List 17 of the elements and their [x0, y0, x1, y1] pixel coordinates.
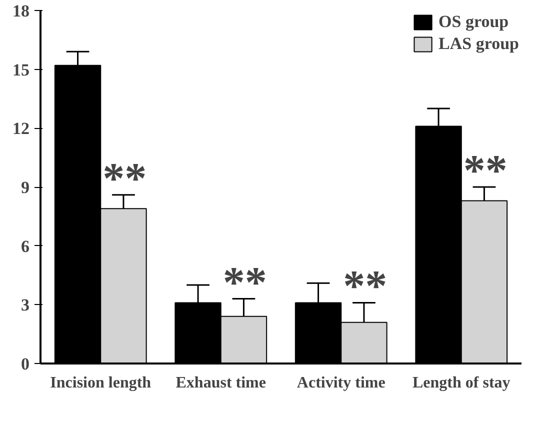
legend-label: OS group [438, 12, 509, 32]
y-tick-label: 12 [12, 119, 30, 138]
x-tick-label: Incision length [50, 374, 152, 392]
annotation: ** [222, 258, 267, 307]
y-tick-label: 6 [21, 236, 30, 256]
x-tick-label: Length of stay [412, 374, 510, 392]
y-tick-label: 15 [12, 60, 30, 80]
x-tick-label: Exhaust time [176, 374, 266, 392]
annotation: ** [463, 146, 508, 195]
legend-label: LAS group [438, 34, 519, 54]
annotation: ** [102, 154, 147, 203]
y-tick-label: 3 [21, 296, 30, 315]
y-tick-label: 0 [21, 354, 30, 374]
y-tick-label: 18 [12, 2, 30, 20]
annotation: ** [343, 262, 388, 311]
y-tick-label: 9 [21, 178, 30, 197]
x-tick-label: Activity time [296, 374, 386, 392]
